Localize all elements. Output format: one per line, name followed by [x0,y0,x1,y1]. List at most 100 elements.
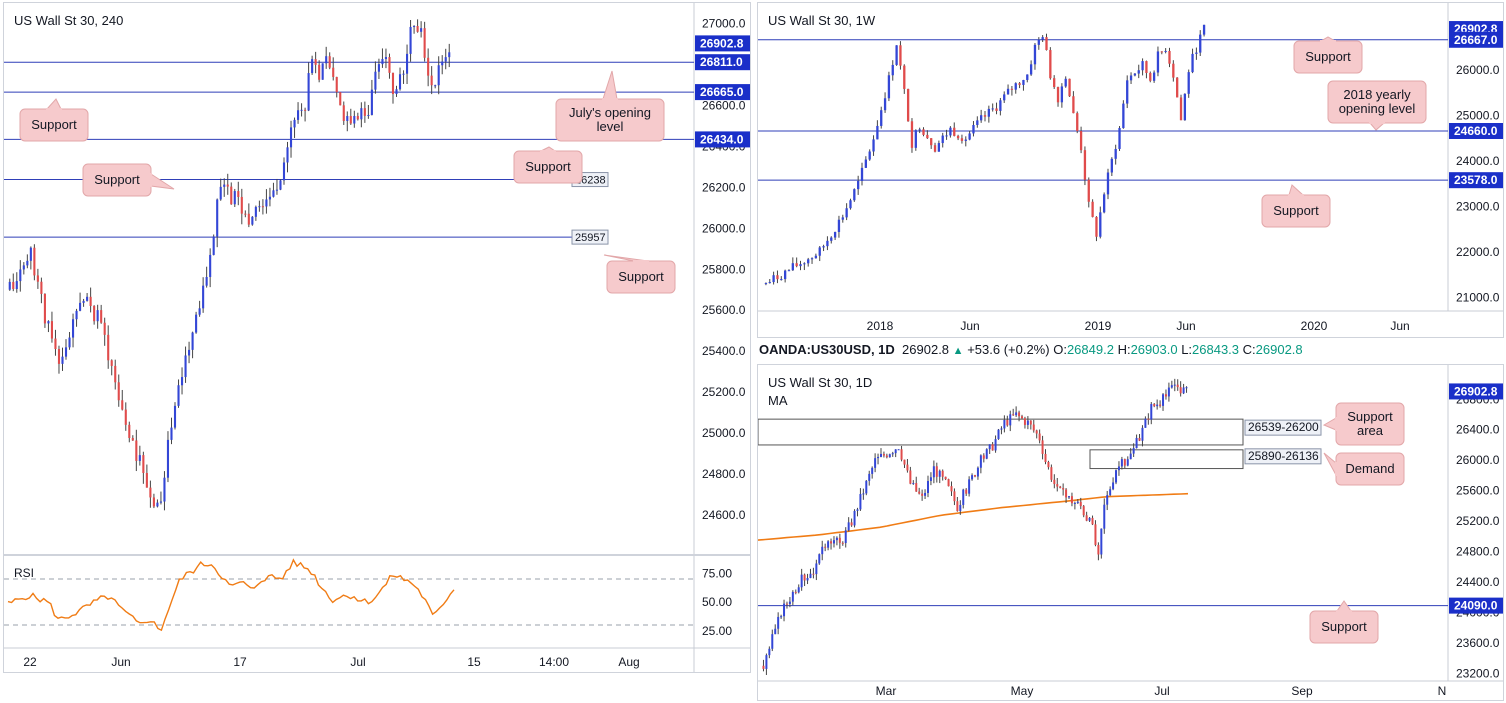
candle-down [107,334,110,361]
h4-chart-svg[interactable]: 24600.0 24800.0 25000.0 25200.0 25400.0 25600… [4,3,751,555]
candle-down [1123,459,1126,466]
candle-up [768,648,771,656]
h4-chart-panel[interactable]: 24600.0 24800.0 25000.0 25200.0 25400.0 25600… [3,2,751,555]
candle-up [321,63,324,80]
candle-down [1006,419,1009,426]
daily-chart-title: US Wall St 30, 1D [768,375,873,390]
candle-up [962,489,965,505]
rsi-chart-svg[interactable]: 25.00 50.00 75.00 22 Jun 17 Jul 15 14:00 Aug [4,556,751,673]
candle-up [173,405,177,428]
candle-up [448,52,451,58]
moving-average-line [758,492,1189,541]
callout-joint [1369,122,1385,124]
candle-down [50,321,54,339]
callout-support-4: Support [603,254,676,294]
candle-down [121,400,124,410]
candle-down [1065,489,1068,498]
candle-down [910,121,914,148]
candle-down [1012,414,1015,416]
price-tick-label: 26000.0 [1456,63,1500,77]
candle-down [128,424,131,438]
candle-down [956,501,959,512]
candle-up [832,540,835,544]
rsi-panel[interactable]: 25.00 50.00 75.00 22 Jun 17 Jul 15 14:00 Aug RSI [3,555,751,673]
low-value: 26843.3 [1192,342,1240,357]
candle-up [849,200,852,209]
candle-down [1079,131,1083,151]
candle-up [1106,172,1110,195]
candle-up [807,259,810,264]
candle-up [932,466,935,478]
candle-down [1179,97,1183,121]
candle-up [395,89,398,95]
candle-up [1170,385,1173,388]
candle-down [991,444,994,451]
candle-down [124,409,127,425]
callout-text: Support [618,269,664,284]
price-tick-label: 25600.0 [702,303,746,317]
candle-up [876,125,879,140]
candle-up [1152,72,1156,81]
candle-down [1079,501,1082,507]
candle-up [420,28,423,32]
price-tick-label: 24800.0 [1456,545,1500,559]
candle-up [441,61,444,66]
weekly-chart-panel[interactable]: 21000.0 22000.0 23000.0 24000.0 25000.0 26000… [757,2,1504,338]
callout-joint [633,260,649,262]
candle-up [1009,414,1012,426]
candle-up [180,377,184,386]
price-tick-label: 23600.0 [1456,636,1500,650]
candle-up [402,73,405,75]
candle-up [233,191,236,205]
candle-up [286,147,289,163]
candle-down [1176,77,1179,98]
candle-up [783,603,786,617]
candle-up [272,190,275,197]
candle-up [1000,428,1003,430]
rsi-tick-label: 75.00 [702,566,732,580]
candle-up [367,114,370,116]
candle-up [177,385,180,406]
candle-down [1138,437,1141,441]
candle-up [914,130,917,148]
candle-down [899,45,902,66]
candle-down [776,275,779,280]
daily-chart-panel[interactable]: 23200.023600.024000.024400.024800.025200… [757,364,1504,701]
candle-up [1182,387,1185,394]
time-tick-label: 2018 [867,319,894,333]
price-tick-label: 26200.0 [702,180,746,194]
open-label: O: [1053,342,1067,357]
candle-down [900,449,903,460]
weekly-chart-svg[interactable]: 21000.0 22000.0 23000.0 24000.0 25000.0 26000… [758,3,1504,338]
candle-up [964,139,967,141]
candle-up [1100,528,1103,555]
candle-up [1183,93,1187,121]
candle-down [237,191,240,197]
zone-label: 26539-26200 [1248,420,1319,434]
candle-up [941,135,944,144]
candle-up [768,282,771,284]
candle-down [247,213,250,225]
candle-down [1176,384,1179,388]
callout-joint [46,108,62,110]
rsi-tick-label: 50.00 [702,595,732,609]
daily-chart-svg[interactable]: 23200.023600.024000.024400.024800.025200… [758,365,1504,701]
candle-up [815,563,818,575]
candle-up [918,129,921,131]
candle-down [830,541,833,544]
candle-up [774,628,777,635]
candle-down [430,75,433,86]
candle-down [363,108,366,116]
demand-zone [1089,449,1244,470]
price-tick-label: 25000.0 [1456,109,1500,123]
callout-pointer [1288,184,1305,196]
candle-up [289,127,293,148]
candle-down [1095,216,1098,237]
candle-up [765,655,768,669]
candle-up [184,355,187,378]
price-tick-label: 24600.0 [702,508,746,522]
candle-down [906,464,909,471]
